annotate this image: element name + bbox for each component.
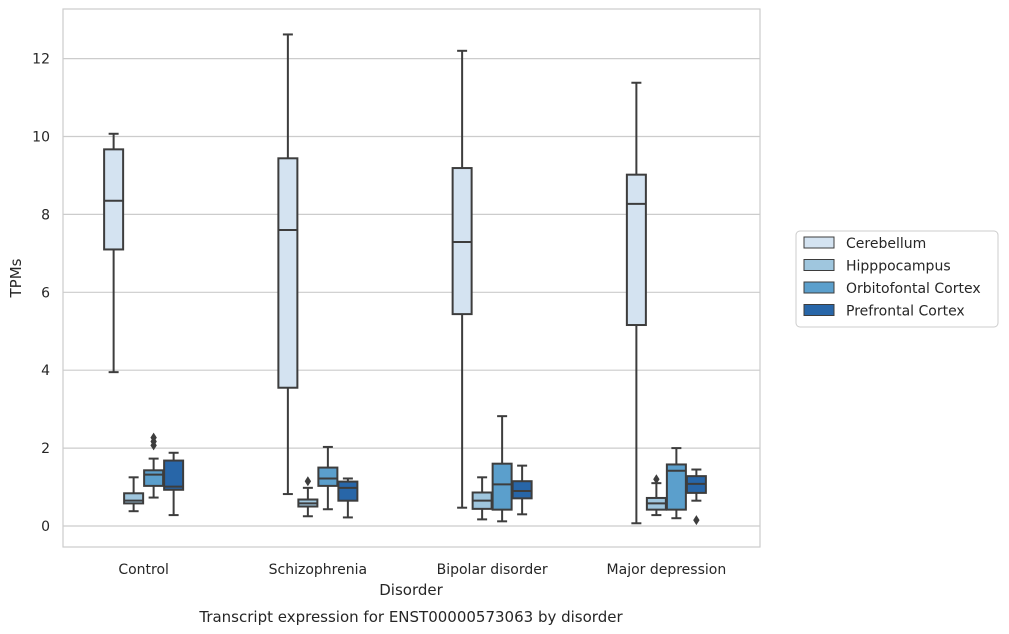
box-series [103,33,707,526]
y-tick-label: 4 [41,363,50,379]
y-tick-label: 6 [41,285,50,301]
outlier-point [304,476,312,487]
box-0-1 [123,476,145,513]
legend-label: Orbitofontal Cortex [846,281,981,297]
legend-swatch [803,236,835,249]
box-iqr [143,469,165,487]
box-2-0 [451,49,473,509]
legend-swatch [803,281,835,294]
box-2-1 [471,476,493,521]
box-2-2 [491,415,513,523]
y-tick-label: 12 [32,52,50,68]
legend-swatch [803,304,835,316]
chart-caption: Transcript expression for ENST0000057306… [198,608,623,626]
box-1-1 [297,476,319,518]
legend-frame [795,230,999,328]
box-3-0 [625,81,647,525]
legend-label: Cerebellum [846,236,926,252]
y-tick-label: 10 [32,130,50,146]
box-iqr [163,459,185,491]
box-iqr [491,462,513,511]
box-3-1 [645,474,667,517]
y-tick-label: 8 [41,207,50,223]
box-iqr [277,157,299,389]
box-3-2 [665,447,687,520]
outlier-point [693,515,700,526]
box-3-3 [685,468,707,526]
outlier-point [653,474,660,485]
y-tick-label: 0 [41,519,50,535]
box-0-2 [143,432,165,499]
box-0-3 [163,451,185,517]
outlier-point [150,432,157,443]
legend-label: Prefrontal Cortex [846,304,965,320]
y-axis-ticks: 0 2 4 6 8 10 12 [32,52,50,535]
box-iqr [123,492,145,505]
box-1-3 [337,477,359,519]
x-tick-label: Major depression [607,562,727,578]
box-1-0 [277,33,299,496]
legend-swatch [803,259,835,271]
box-2-3 [511,464,533,516]
box-0-0 [103,132,125,374]
plot-area-frame [62,8,761,548]
y-axis-label: TPMs [7,258,25,298]
y-tick-label: 2 [41,441,50,457]
x-tick-label: Control [118,562,169,578]
box-iqr [103,148,125,251]
legend-label: Hipppocampus [846,259,951,275]
x-tick-label: Schizophrenia [269,562,367,578]
box-iqr [337,480,359,502]
x-axis-ticks: Control Schizophrenia Bipolar disorder Majo… [118,562,726,578]
box-iqr [625,173,647,327]
legend: Cerebellum Hipppocampus Orbitofontal Corte… [795,230,999,328]
box-iqr [317,466,339,487]
x-tick-label: Bipolar disorder [437,562,548,578]
box-1-2 [317,445,339,511]
grid-lines [63,57,760,527]
box-iqr [511,480,533,500]
x-axis-label: Disorder [379,581,443,599]
